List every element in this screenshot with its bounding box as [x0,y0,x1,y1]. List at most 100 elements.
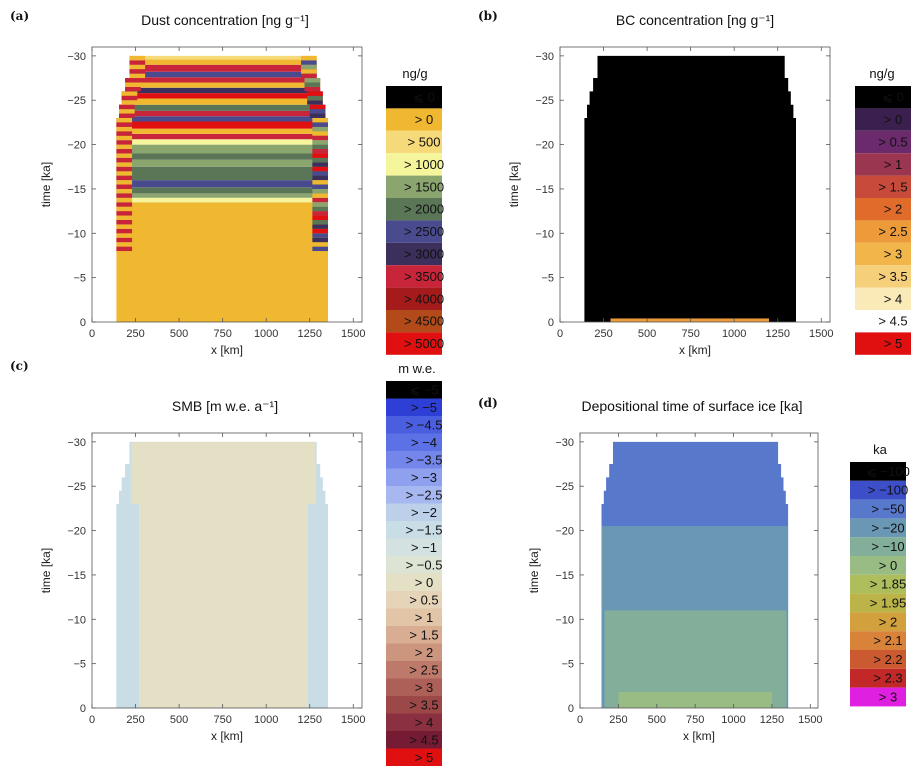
heatmap-cell [116,202,133,207]
chart-title: SMB [m w.e. a⁻¹] [172,398,278,414]
heatmap-cell [116,242,133,247]
heatmap-cell [312,175,329,181]
heatmap-cell [121,95,138,101]
x-tick-label: 250 [126,328,144,340]
legend-d: ka ⩽ −100 > −100 > −50 > −20 > −10 > 0 > 1.85 > … [850,442,910,707]
heatmap-cell [116,211,133,216]
heatmap-band [584,55,796,323]
panel-b: 0 250 500 750 1000 1250 1500 0 −5 −10 −15 −20 −25 −30… [478,9,834,357]
legend-entry: > 1 [884,157,902,172]
legend-entry: > 3000 [404,247,444,262]
heatmap-cell [116,166,133,172]
heatmap-cell [125,86,141,92]
heatmap-band [604,610,787,708]
legend-entry: > −100 [868,483,909,498]
x-tick-label: 1250 [297,714,321,726]
legend-swatch [386,108,442,131]
x-tick-label: 1500 [341,328,365,340]
x-tick-label: 250 [609,714,627,726]
legend-swatch [850,556,906,575]
y-tick-label: −20 [535,140,554,152]
smb-heatmap [116,441,329,708]
legend-swatch [386,287,442,310]
heatmap-cell [312,242,329,247]
legend-swatch [386,242,442,266]
x-tick-label: 250 [594,328,612,340]
legend-entry: > −4 [411,435,437,450]
x-tick-label: 1000 [254,328,278,340]
legend-entry: > 0 [884,112,902,127]
legend-entry: > 4500 [404,314,444,329]
legend-entry: > 0 [879,558,897,573]
legend-entry: > 1.95 [870,596,907,611]
x-tick-label: 1000 [722,328,746,340]
heatmap-cell [129,69,146,74]
heatmap-band [116,180,329,188]
plot-frame [579,432,819,709]
heatmap-cell [116,180,133,185]
legend-swatch [855,108,911,131]
legend-entry: > 3 [415,680,433,695]
plot-frame [91,46,363,323]
x-tick-label: 0 [557,328,563,340]
deptime-heatmap [601,441,789,708]
heatmap-cell [312,224,329,229]
y-tick-label: −25 [555,481,574,493]
panel-d: 0 250 500 750 1000 1250 1500 0 −5 −10 −15 −20 −25 −30… [478,396,823,743]
y-tick-label: −15 [555,570,574,582]
heatmap-cell [116,184,133,189]
y-tick-label: −10 [67,614,86,626]
panel-c: 0 250 500 750 1000 1250 1500 0 −5 −10 −15 −20 −25 −30… [10,359,366,743]
legend-entry: > −2.5 [406,487,443,502]
x-tick-label: 1250 [297,328,321,340]
heatmap-cell [312,211,329,216]
y-tick-label: −15 [67,184,86,196]
y-axis-label: time [ka] [527,548,541,593]
legend-swatch [386,521,442,539]
legend-entry: > 2500 [404,224,444,239]
heatmap-cell [301,69,317,74]
heatmap-cell [312,157,329,163]
legend-swatch [855,175,911,198]
legend-swatch [386,748,442,766]
heatmap-cell [116,140,133,145]
legend-entry: ⩽ −5 [409,382,438,397]
x-tick-label: 1250 [765,328,789,340]
heatmap-cell [304,78,321,83]
legend-entry: > 2.3 [873,671,902,686]
heatmap-cell [116,171,133,176]
chart-title: Dust concentration [ng g⁻¹] [141,12,309,28]
legend-c: m w.e. ⩽ −5 > −5 > −4.5 > −4 > −3.5 > −3 > −2.5… [386,361,442,766]
legend-swatch [386,130,442,154]
heatmap-cell [116,175,133,181]
heatmap-cell [116,193,133,198]
legend-entry: > 5 [884,336,902,351]
legend-entry: > 3 [879,690,897,705]
legend-entry: > 3.5 [878,269,907,284]
legend-swatch [850,537,906,556]
legend-entry: > 1500 [404,179,444,194]
legend-swatch [855,198,911,221]
heatmap-cell [301,64,317,70]
legend-swatch [386,573,442,591]
panel-label: (d) [478,396,498,410]
legend-swatch [850,687,906,707]
legend-entry: ⩽ 0 [882,90,904,105]
heatmap-band [129,64,317,72]
heatmap-band [125,77,321,83]
legend-swatch [386,198,442,221]
heatmap-cell [312,140,329,145]
heatmap-band [116,116,329,122]
legend-entry: > −1.5 [406,522,443,537]
legend-swatch [850,480,906,500]
x-tick-label: 750 [681,328,699,340]
legend-swatch [386,678,442,696]
legend-swatch [386,731,442,749]
legend-entry: > −2 [411,505,437,520]
legend-entry: > 4 [884,291,902,306]
heatmap-cell [312,219,329,225]
heatmap-cell [116,237,133,243]
legend-entry: > 3 [884,247,902,262]
y-tick-label: −15 [535,184,554,196]
heatmap-cell [116,149,133,154]
